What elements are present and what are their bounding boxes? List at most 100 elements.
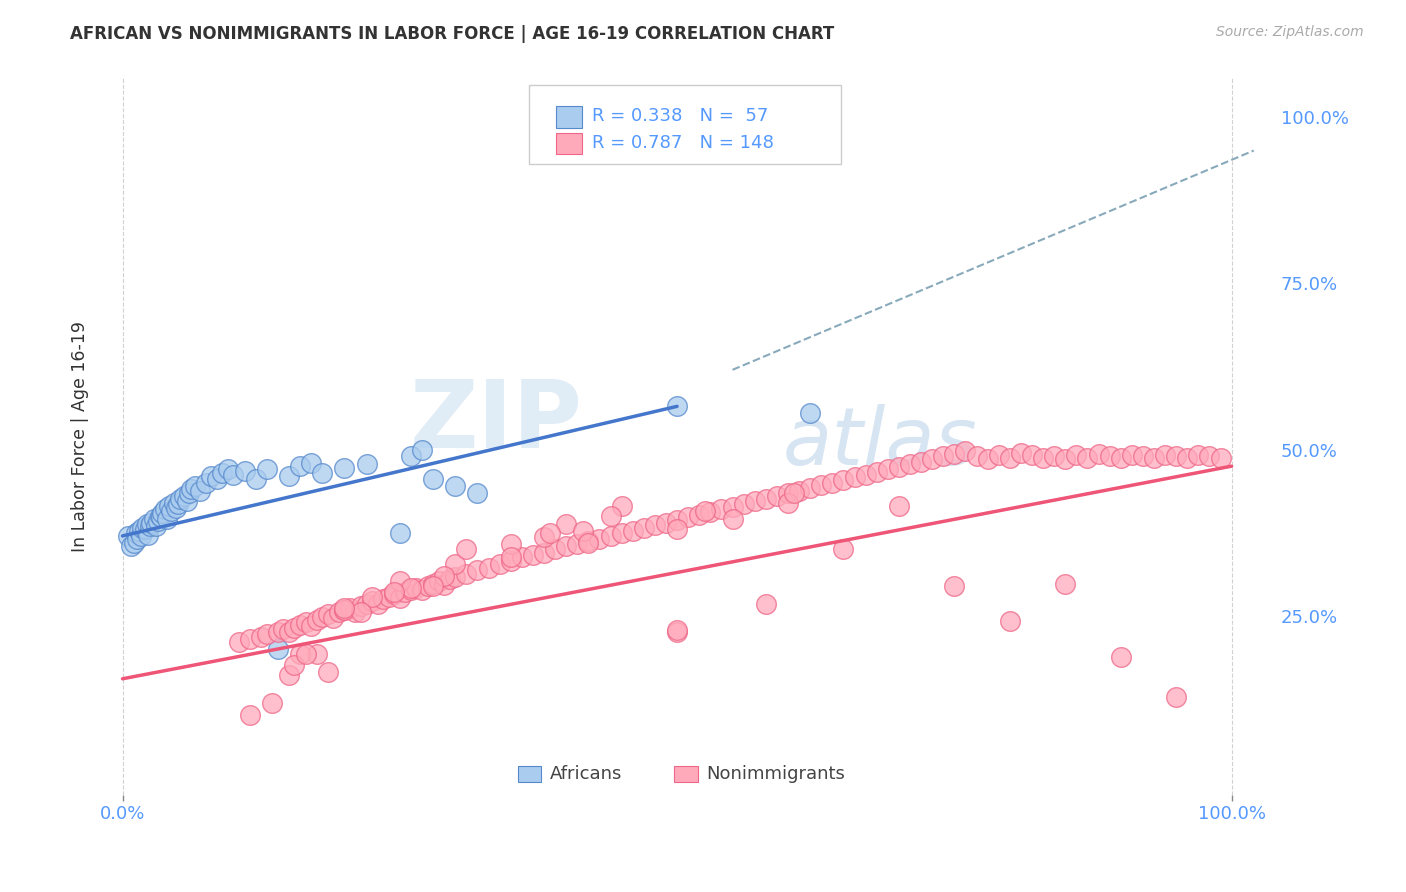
Point [477,561,499,575]
Point [499,537,522,551]
Point [499,554,522,568]
Point [333,603,356,617]
Point [444,570,467,584]
Point [1010,446,1032,460]
Point [228,635,250,649]
Point [1154,448,1177,462]
Point [388,525,411,540]
Point [160,504,183,518]
Bar [517,766,541,782]
Point [422,579,444,593]
Point [373,592,395,607]
Point [433,569,456,583]
Point [538,525,561,540]
Point [444,557,467,571]
Point [910,454,932,468]
Point [153,502,176,516]
Point [180,483,202,497]
Point [1043,449,1066,463]
Bar [673,766,697,782]
Point [693,504,716,518]
Point [721,512,744,526]
Point [666,522,689,536]
Point [382,587,405,601]
Point [125,525,148,540]
Point [533,545,555,559]
Point [998,450,1021,465]
Point [245,472,267,486]
Point [173,489,195,503]
Point [610,499,633,513]
Text: ZIP: ZIP [409,376,582,468]
Point [256,627,278,641]
Y-axis label: In Labor Force | Age 16-19: In Labor Force | Age 16-19 [72,321,89,552]
Point [733,497,755,511]
Point [599,529,621,543]
Point [200,469,222,483]
Point [167,497,190,511]
Point [316,607,339,622]
Point [821,475,844,490]
Point [125,533,148,547]
Point [267,624,290,639]
Point [394,585,416,599]
Point [782,485,804,500]
Point [399,449,422,463]
Point [188,483,211,498]
Point [576,535,599,549]
Point [1054,576,1077,591]
Text: Nonimmigrants: Nonimmigrants [706,765,845,783]
Point [943,446,966,460]
Point [162,496,184,510]
Point [416,579,439,593]
Point [217,462,239,476]
Point [644,518,666,533]
Point [544,542,567,557]
Point [998,614,1021,628]
Point [444,479,467,493]
Point [1021,448,1043,462]
Point [152,506,174,520]
Point [776,496,799,510]
Point [311,610,333,624]
Text: R = 0.787   N = 148: R = 0.787 N = 148 [592,134,773,152]
Point [299,456,322,470]
Point [456,567,478,582]
Point [1132,449,1154,463]
Point [177,485,200,500]
Point [427,574,450,588]
Point [832,473,855,487]
Point [256,462,278,476]
Point [350,599,373,613]
Point [131,521,153,535]
Point [744,494,766,508]
Point [305,613,328,627]
Point [755,597,778,611]
Point [399,583,422,598]
Point [333,603,356,617]
Point [766,489,789,503]
Point [510,550,533,565]
Point [1109,450,1132,465]
Point [139,519,162,533]
Point [222,467,245,482]
Point [411,583,433,598]
Point [555,539,578,553]
Point [467,485,489,500]
Point [367,598,389,612]
Point [277,469,299,483]
Point [411,442,433,457]
Point [277,668,299,682]
Point [1166,690,1188,704]
Point [1166,449,1188,463]
Point [405,581,427,595]
Point [921,451,943,466]
Point [887,499,910,513]
Point [433,578,456,592]
Bar [557,133,582,154]
Point [294,615,316,630]
Point [576,534,599,549]
Point [267,641,290,656]
Point [1098,449,1121,463]
Point [799,481,821,495]
